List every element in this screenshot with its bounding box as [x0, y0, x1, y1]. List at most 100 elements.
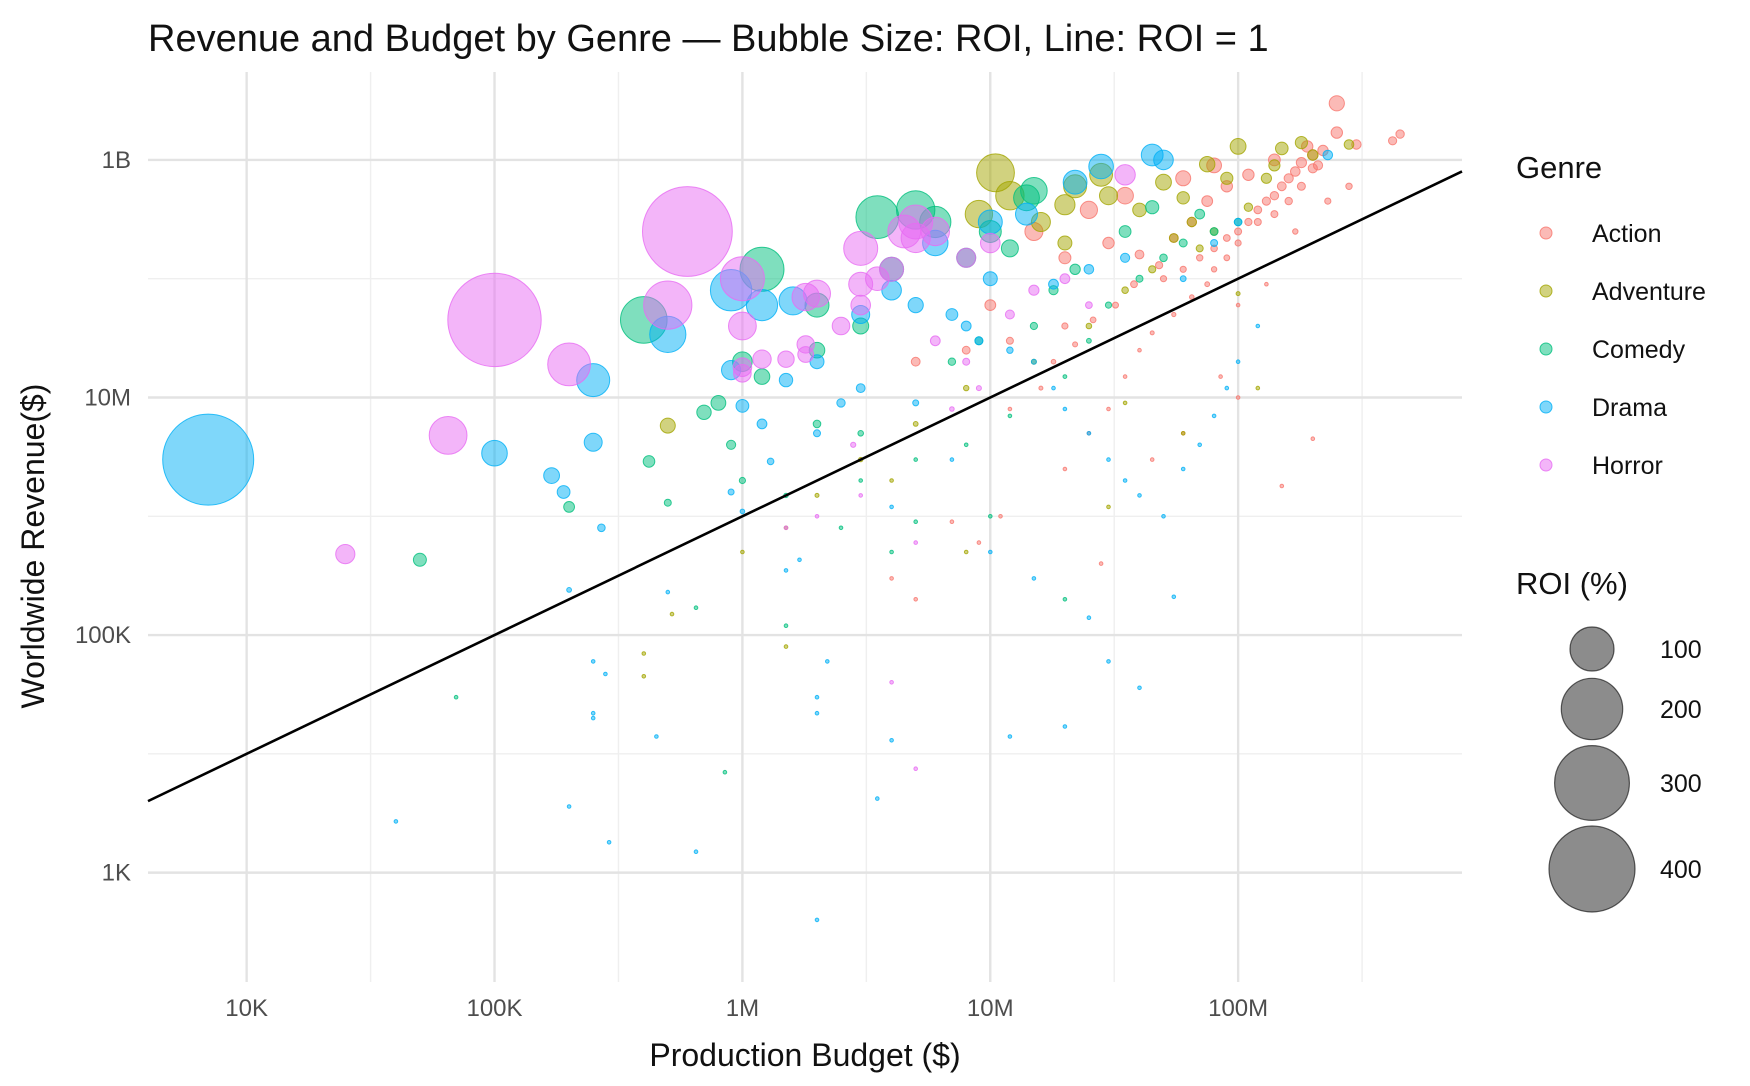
data-point	[1137, 685, 1142, 691]
data-point	[949, 519, 955, 525]
legend-label-adventure: Adventure	[1592, 278, 1706, 306]
x-tick-label: 100K	[466, 995, 522, 1022]
data-point	[913, 519, 919, 525]
data-point	[889, 549, 894, 555]
series-horror	[335, 164, 1136, 772]
data-point	[735, 399, 750, 413]
data-point	[988, 549, 993, 555]
data-point	[447, 272, 542, 368]
data-point	[756, 418, 768, 430]
data-point	[1222, 234, 1231, 242]
data-point	[961, 345, 971, 355]
data-point	[988, 514, 993, 519]
data-point	[722, 769, 728, 775]
data-point	[642, 455, 656, 468]
data-point	[913, 540, 919, 545]
data-point	[836, 398, 846, 408]
data-point	[1269, 191, 1280, 201]
data-point	[1132, 202, 1147, 218]
data-point	[1210, 239, 1219, 247]
size-key-100	[1569, 626, 1615, 672]
data-point	[1270, 210, 1279, 219]
data-point	[1106, 406, 1111, 412]
data-point	[1268, 159, 1281, 172]
data-point	[1186, 216, 1198, 228]
data-point	[1243, 202, 1254, 212]
data-point	[1179, 275, 1187, 283]
y-tick-label: 10M	[84, 385, 131, 412]
data-point	[669, 611, 675, 617]
data-point	[1235, 302, 1241, 308]
data-point	[1130, 280, 1138, 289]
data-point	[831, 316, 851, 336]
y-tick-label: 1K	[102, 860, 131, 887]
data-point	[1050, 358, 1057, 365]
data-point	[663, 498, 672, 507]
data-point	[814, 492, 820, 498]
data-point	[766, 457, 775, 466]
data-point	[1197, 442, 1202, 448]
data-point	[1106, 659, 1111, 664]
data-point	[1122, 400, 1128, 406]
data-point	[1134, 249, 1145, 260]
data-point	[855, 383, 866, 394]
data-point	[1137, 493, 1142, 498]
data-point	[858, 478, 864, 483]
legend-key-adventure	[1539, 284, 1553, 298]
legend-key-comedy	[1539, 342, 1553, 356]
data-point	[1038, 385, 1044, 391]
data-point	[740, 549, 745, 555]
data-point	[1051, 385, 1056, 391]
data-point	[1059, 273, 1071, 285]
data-point	[1072, 341, 1079, 348]
x-tick-label: 10M	[967, 995, 1014, 1022]
data-point	[783, 525, 789, 531]
data-point	[1224, 385, 1230, 391]
data-point	[1088, 153, 1114, 180]
data-point	[566, 804, 572, 809]
data-point	[727, 488, 735, 496]
data-point	[1079, 200, 1099, 219]
series-action	[889, 95, 1405, 602]
data-point	[590, 659, 596, 664]
data-point	[728, 311, 757, 341]
data-point	[566, 587, 572, 593]
data-point	[453, 694, 459, 700]
data-point	[654, 734, 659, 739]
legend-key-action	[1539, 226, 1553, 240]
data-point	[974, 336, 984, 346]
data-point	[982, 271, 998, 287]
data-point	[963, 384, 970, 392]
data-point	[393, 819, 399, 824]
data-point	[949, 406, 955, 412]
data-point	[889, 576, 894, 581]
data-point	[556, 485, 571, 499]
data-point	[590, 710, 596, 716]
data-point	[590, 715, 596, 721]
data-point	[659, 417, 676, 434]
data-point	[1276, 181, 1287, 192]
data-point	[1122, 478, 1128, 483]
data-point	[753, 368, 771, 385]
data-point	[889, 738, 894, 743]
data-point	[1153, 149, 1174, 171]
data-point	[1114, 164, 1136, 186]
data-point	[1290, 166, 1301, 177]
data-point	[1195, 244, 1204, 253]
data-point	[907, 297, 924, 314]
data-point	[1253, 218, 1262, 226]
data-point	[543, 467, 560, 485]
data-point	[1054, 194, 1076, 216]
data-point	[1328, 95, 1345, 112]
data-point	[428, 416, 468, 455]
data-point	[1264, 281, 1269, 287]
data-point	[1235, 359, 1241, 365]
y-tick-label: 1B	[102, 147, 131, 174]
series-comedy	[412, 177, 1243, 775]
data-point	[1171, 311, 1177, 318]
data-point	[1180, 431, 1186, 436]
data-point	[825, 659, 830, 664]
data-point	[1201, 195, 1214, 208]
data-point	[783, 568, 789, 573]
data-point	[726, 439, 737, 450]
